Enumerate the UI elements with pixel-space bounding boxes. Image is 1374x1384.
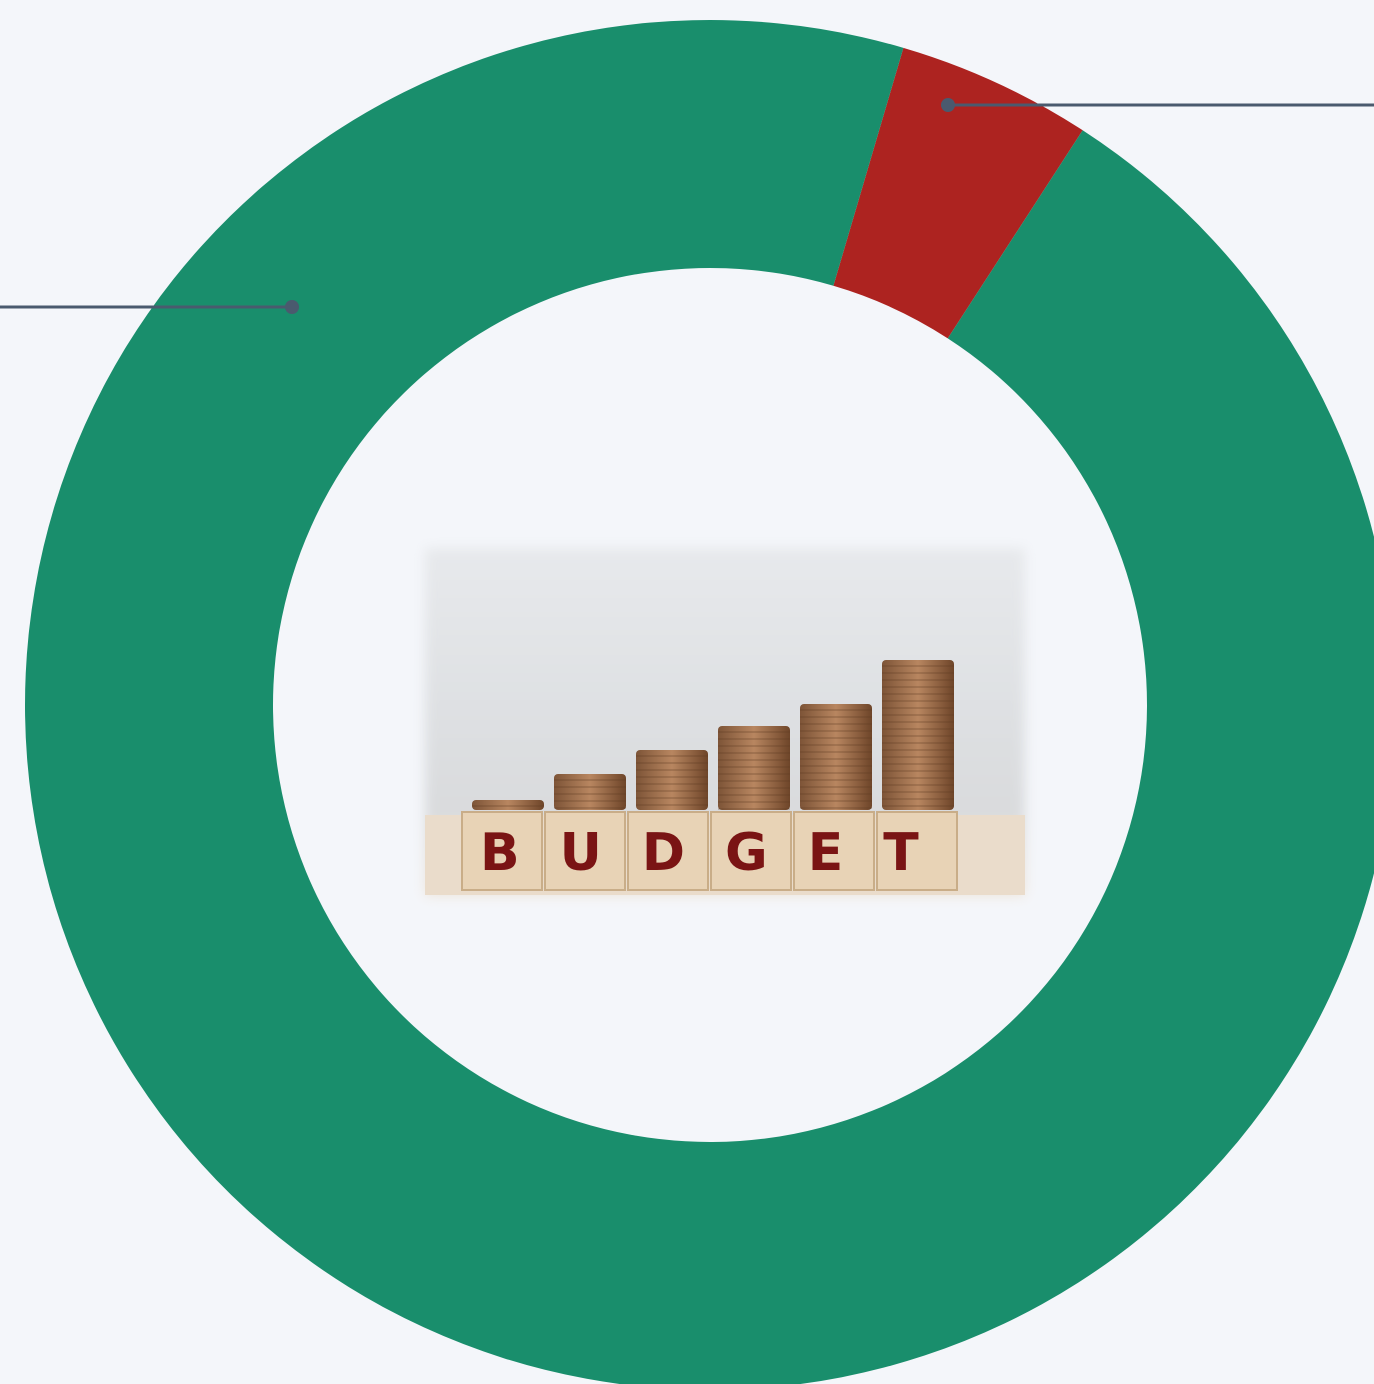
center-image: BUDGET bbox=[425, 548, 1025, 896]
block bbox=[627, 811, 709, 891]
coin-stack bbox=[882, 660, 954, 810]
coin-stack bbox=[636, 750, 708, 810]
block bbox=[461, 811, 543, 891]
block bbox=[710, 811, 792, 891]
donut-segment bbox=[25, 20, 1374, 1384]
block bbox=[544, 811, 626, 891]
donut bbox=[25, 20, 1374, 1384]
callouts bbox=[0, 98, 1374, 314]
coin-stack bbox=[718, 726, 790, 810]
donut-segment bbox=[833, 47, 1083, 339]
block bbox=[876, 811, 958, 891]
callout-dot bbox=[941, 98, 955, 112]
coin-stacks bbox=[472, 660, 954, 810]
image-text: BUDGET bbox=[480, 823, 959, 883]
letter-blocks bbox=[461, 811, 958, 891]
block bbox=[793, 811, 875, 891]
coin-stack bbox=[554, 774, 626, 810]
callout-dot bbox=[285, 300, 299, 314]
coin-stack bbox=[472, 800, 544, 810]
